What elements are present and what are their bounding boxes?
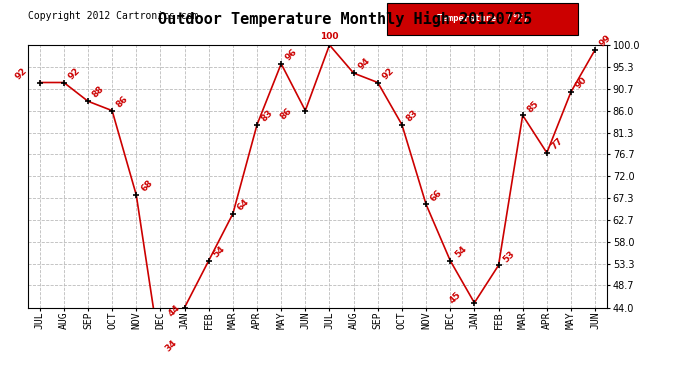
Text: Outdoor Temperature Monthly High 20120725: Outdoor Temperature Monthly High 2012072… [158, 11, 532, 27]
Text: 85: 85 [526, 99, 541, 114]
Text: 66: 66 [429, 188, 444, 203]
Text: Copyright 2012 Cartronics.com: Copyright 2012 Cartronics.com [28, 11, 198, 21]
Text: 88: 88 [91, 85, 106, 100]
Text: Temperature  (°F): Temperature (°F) [437, 14, 529, 23]
Text: 90: 90 [574, 75, 589, 90]
Text: 77: 77 [550, 136, 565, 152]
Text: 92: 92 [67, 66, 82, 81]
Text: 45: 45 [448, 290, 463, 306]
Text: 83: 83 [260, 108, 275, 123]
Text: 92: 92 [381, 66, 396, 81]
Text: 92: 92 [13, 66, 28, 81]
Text: 54: 54 [212, 244, 227, 259]
Text: 64: 64 [236, 197, 251, 212]
Text: 83: 83 [405, 108, 420, 123]
Text: 96: 96 [284, 47, 299, 62]
Text: 86: 86 [279, 106, 294, 122]
Text: 99: 99 [598, 33, 613, 48]
FancyBboxPatch shape [387, 3, 578, 34]
Text: 100: 100 [320, 32, 339, 41]
Text: 44: 44 [166, 303, 181, 319]
Text: 53: 53 [502, 249, 517, 264]
Text: 54: 54 [453, 244, 469, 259]
Text: 86: 86 [115, 94, 130, 109]
Text: 68: 68 [139, 178, 155, 194]
Text: 34: 34 [164, 338, 179, 353]
Text: 94: 94 [357, 56, 372, 72]
